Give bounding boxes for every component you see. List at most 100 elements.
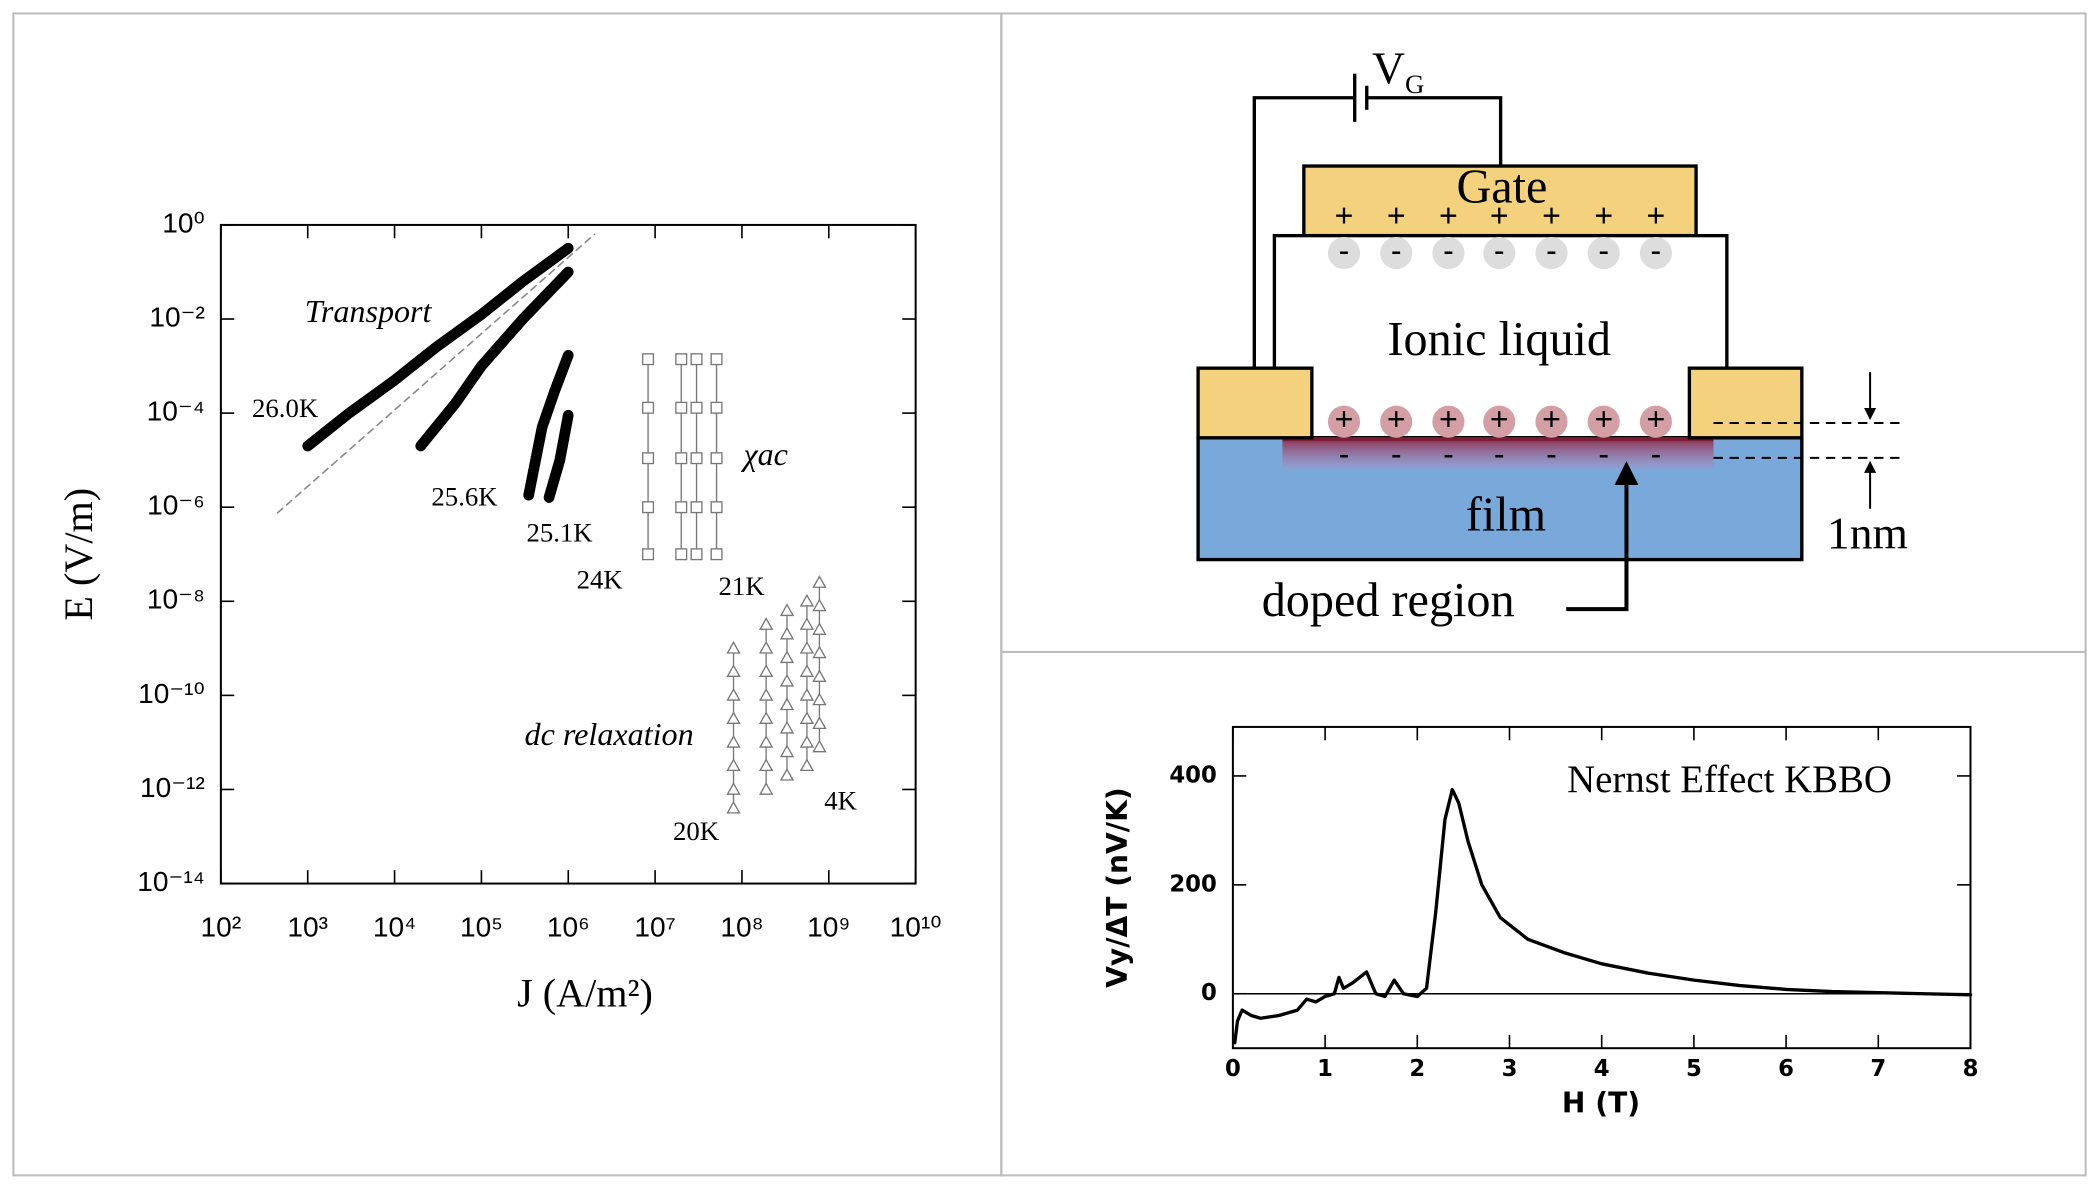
x-tick-label: 7 [1870, 1056, 1886, 1082]
ionic-liquid-cell [1272, 233, 1729, 440]
triangle-marker [812, 716, 827, 730]
charge-sign: + [1647, 198, 1666, 234]
ion [1380, 236, 1413, 270]
triangle-marker [799, 664, 815, 677]
panel-bottom-right [1000, 650, 2087, 1177]
square-marker [642, 353, 655, 366]
charge-sign: + [1490, 401, 1509, 437]
x-tick-label: 2 [1409, 1056, 1425, 1082]
triangle-marker [812, 692, 827, 706]
gate-label: Gate [1456, 161, 1547, 214]
triangle-marker [758, 758, 774, 772]
ion [1639, 236, 1672, 270]
charge-sign: - [1546, 233, 1557, 269]
ion [1327, 236, 1361, 270]
x-tick-label: 10³ [287, 911, 328, 942]
triangle-marker [779, 650, 795, 664]
charge-sign: - [1598, 436, 1609, 472]
triangle-marker [799, 640, 815, 654]
triangle-marker [726, 640, 741, 654]
triangle-marker [812, 669, 827, 683]
film-label: film [1466, 488, 1546, 541]
symbol: V [1372, 43, 1405, 94]
charge-sign: + [1439, 401, 1458, 437]
charge-sign: - [1339, 436, 1350, 472]
electrolyte-label: Ionic liquid [1388, 313, 1612, 366]
x-tick-label: 10⁷ [634, 911, 675, 942]
triangle-marker [799, 687, 815, 701]
triangle-marker [726, 735, 741, 748]
x-tick-label: 5 [1686, 1056, 1702, 1082]
triangle-marker [726, 664, 741, 677]
triangle-marker [779, 744, 795, 758]
charge-sign: + [1387, 401, 1406, 437]
triangle-marker [758, 782, 774, 795]
square-marker [710, 452, 723, 465]
triangle-marker [779, 720, 795, 734]
triangle-marker [779, 767, 795, 781]
x-tick-label: 8 [1963, 1056, 1979, 1082]
charts: 10² 10³ 10⁴ 10⁵ 10⁶ 10⁷ 10⁸ 10⁹ 10¹⁰ 10⁰ 10⁻² 10⁻⁴ 1… [56, 207, 1978, 1119]
charge-sign: + [1542, 198, 1561, 234]
triangle-marker [812, 575, 827, 588]
x-axis-label: J (A/m²) [517, 971, 653, 1016]
triangle-marker [812, 739, 827, 753]
y-tick-label: 0 [1201, 980, 1217, 1006]
triangle-marker [758, 640, 774, 654]
triangle-marker [726, 687, 741, 701]
x-tick-label: 10⁸ [720, 911, 763, 942]
x-tick-label: 10⁹ [807, 911, 850, 942]
triangle-marker [799, 758, 815, 772]
ion [1327, 405, 1361, 438]
y-tick-label: 10⁻⁶ [147, 490, 205, 521]
triangle-marker [726, 782, 741, 795]
ion [1483, 405, 1516, 438]
square-marker [642, 501, 655, 514]
annotation: 21K [719, 571, 766, 601]
square-marker [642, 401, 655, 414]
charges: + + + + + + +- - - - - - -+ + + + + + +- - - - - - - [1327, 198, 1672, 472]
y-axis-label: E (V/m) [56, 488, 101, 621]
chart-title: Nernst Effect KBBO [1567, 758, 1892, 801]
x-axis-label: H (T) [1562, 1086, 1640, 1119]
charge-sign: - [1391, 436, 1402, 472]
triangle-marker [758, 664, 774, 677]
ion [1587, 236, 1620, 270]
square-marker [675, 452, 688, 465]
square-marker [675, 548, 688, 561]
triangle-marker [758, 711, 774, 725]
square-marker [642, 548, 655, 561]
triangle-marker [726, 758, 741, 772]
square-marker [710, 401, 723, 414]
square-marker [690, 401, 703, 414]
x-tick-label: 0 [1225, 1056, 1241, 1082]
ion [1432, 236, 1465, 270]
square-marker [710, 353, 723, 366]
triangle-marker [779, 697, 795, 711]
triangle-marker [758, 735, 774, 748]
charge-sign: + [1594, 401, 1613, 437]
triangle-marker [799, 617, 815, 630]
square-marker [690, 353, 703, 366]
square-marker [675, 501, 688, 514]
subscript: G [1405, 69, 1424, 99]
square-marker [710, 548, 723, 561]
charge-sign: - [1651, 233, 1662, 269]
y-tick-label: 10⁻¹⁰ [138, 678, 205, 709]
triangle-marker [758, 687, 774, 701]
charge-sign: - [1651, 436, 1662, 472]
triangle-marker [812, 645, 827, 659]
x-tick-label: 4 [1594, 1056, 1610, 1082]
ion [1587, 405, 1620, 438]
triangle-marker [812, 598, 827, 612]
charge-sign: - [1494, 436, 1505, 472]
charge-sign: - [1494, 233, 1505, 269]
y-tick-label: 400 [1169, 762, 1217, 788]
ion [1380, 405, 1413, 438]
charge-sign: - [1339, 233, 1350, 269]
square-marker [642, 452, 655, 465]
x-tick-label: 10¹⁰ [890, 911, 942, 942]
charge-sign: + [1594, 198, 1613, 234]
gate-voltage-label: VG [1372, 43, 1424, 99]
